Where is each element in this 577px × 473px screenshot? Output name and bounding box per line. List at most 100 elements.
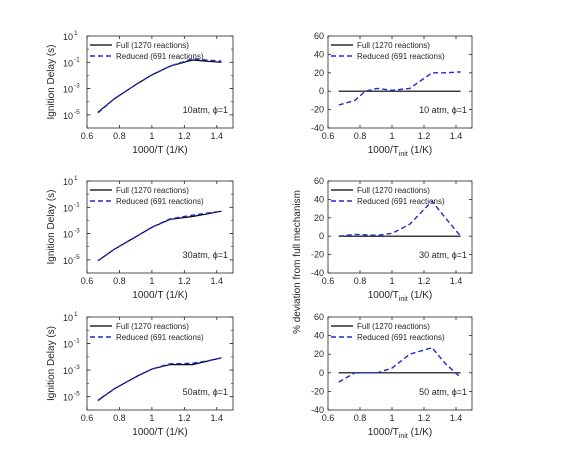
x-tick-label: 0.6 xyxy=(81,131,94,141)
x-axis-label-main: 1000/T xyxy=(368,427,399,438)
y-tick-exponent: -1 xyxy=(74,201,80,208)
y-tick-label: 10 xyxy=(63,313,73,323)
x-tick-label: 0.8 xyxy=(354,413,367,423)
y-tick-label: -20 xyxy=(311,386,324,396)
y-tick-exponent: -3 xyxy=(74,83,80,90)
x-tick-label: 0.8 xyxy=(113,131,126,141)
y-tick-label: 20 xyxy=(314,349,324,359)
x-tick-label: 1 xyxy=(149,413,154,423)
annotation-phi: ϕ=1 xyxy=(452,105,467,115)
panel-dev-30atm: 0.6 0.8 1 1.2 1.4 -40 -20 0 20 40 60 Full (1270 rea… xyxy=(311,176,473,303)
y-tick-exponent: 1 xyxy=(74,30,78,37)
x-axis-label: 1000/T (1/K) xyxy=(132,290,187,301)
y-tick-label: 10 xyxy=(63,366,73,376)
y-tick-exponent: 1 xyxy=(74,311,78,318)
x-tick-label: 0.6 xyxy=(322,276,335,286)
legend-label: Reduced (691 reactions) xyxy=(357,52,445,61)
x-tick-label: 1.2 xyxy=(178,131,191,141)
y-tick-exponent: 1 xyxy=(74,175,78,182)
legend-label: Full (1270 reactions) xyxy=(357,322,430,331)
y-tick-exponent: -3 xyxy=(74,228,80,235)
plot-area xyxy=(327,316,473,411)
x-axis-label-unit: (1/K) xyxy=(408,290,432,301)
y-tick-label: 60 xyxy=(314,176,324,186)
x-tick-label: 1.2 xyxy=(418,413,431,423)
panel-annotation: 30 atm, ϕ=1 xyxy=(419,250,467,260)
annotation-text: 30atm, xyxy=(183,250,213,260)
y-tick-exponent: -5 xyxy=(74,254,80,261)
y-tick-label: -20 xyxy=(311,250,324,260)
plot-area xyxy=(86,35,234,129)
y-tick-label: -20 xyxy=(311,105,324,115)
annotation-text: 50 atm, xyxy=(419,387,452,397)
x-axis-label-subscript: init xyxy=(399,151,408,158)
y-tick-label: 10 xyxy=(63,58,73,68)
annotation-phi: ϕ=1 xyxy=(213,387,228,397)
series-reduced-line xyxy=(338,200,462,237)
x-tick-label: 1.2 xyxy=(178,276,191,286)
y-tick-exponent: -5 xyxy=(74,391,80,398)
x-axis-label: 1000/T (1/K) xyxy=(132,145,187,156)
x-tick-label: 0.8 xyxy=(113,413,126,423)
panel-annotation: 10atm, ϕ=1 xyxy=(183,105,228,115)
annotation-text: 10atm, xyxy=(183,105,213,115)
y-tick-label: 40 xyxy=(314,49,324,59)
y-tick-label: 20 xyxy=(314,68,324,78)
annotation-text: 30 atm, xyxy=(419,250,452,260)
legend-label: Reduced (691 reactions) xyxy=(357,197,445,206)
x-tick-label: 0.8 xyxy=(354,276,367,286)
plot-area xyxy=(327,180,473,274)
y-tick-label: 20 xyxy=(314,213,324,223)
panel-annotation: 30atm, ϕ=1 xyxy=(183,250,228,260)
panel-annotation: 10 atm, ϕ=1 xyxy=(419,105,467,115)
plot-area xyxy=(327,35,473,129)
series-reduced-line xyxy=(97,58,222,114)
y-tick-exponent: -3 xyxy=(74,364,80,371)
x-tick-label: 1 xyxy=(149,276,154,286)
series-reduced-line xyxy=(97,210,222,262)
legend-label: Full (1270 reactions) xyxy=(116,186,189,195)
y-tick-label: 10 xyxy=(63,111,73,121)
x-tick-label: 1 xyxy=(389,276,394,286)
y-tick-label: 10 xyxy=(63,85,73,95)
y-tick-label: 40 xyxy=(314,331,324,341)
legend-label: Reduced (691 reactions) xyxy=(116,52,204,61)
x-tick-label: 1.4 xyxy=(211,131,224,141)
series-reduced-line xyxy=(97,357,222,402)
x-tick-label: 0.6 xyxy=(322,413,335,423)
x-tick-label: 0.8 xyxy=(113,276,126,286)
x-axis-label: 1000/T (1/K) xyxy=(132,427,187,438)
y-tick-exponent: -1 xyxy=(74,56,80,63)
y-tick-exponent: -5 xyxy=(74,109,80,116)
y-tick-label: 0 xyxy=(319,86,324,96)
x-tick-label: 1.4 xyxy=(211,276,224,286)
x-tick-label: 1.4 xyxy=(450,413,463,423)
x-axis-label-subscript: init xyxy=(399,433,408,440)
x-axis-label-main: 1000/T xyxy=(368,145,399,156)
legend-label: Reduced (691 reactions) xyxy=(116,197,204,206)
y-axis-label: Ignition Delay (s) xyxy=(46,44,57,119)
y-tick-label: 10 xyxy=(63,32,73,42)
x-axis-label: 1000/Tinit (1/K) xyxy=(368,145,433,158)
x-tick-label: 1.2 xyxy=(418,276,431,286)
x-tick-label: 0.6 xyxy=(81,276,94,286)
annotation-text: 50atm, xyxy=(183,387,213,397)
y-tick-label: 0 xyxy=(319,231,324,241)
panel-annotation: 50atm, ϕ=1 xyxy=(183,387,228,397)
y-tick-label: 60 xyxy=(314,312,324,322)
x-tick-label: 1.2 xyxy=(418,131,431,141)
x-axis-label-subscript: init xyxy=(399,296,408,303)
y-tick-label: 10 xyxy=(63,177,73,187)
x-tick-label: 0.6 xyxy=(81,413,94,423)
y-tick-label: 10 xyxy=(63,393,73,403)
x-tick-label: 0.6 xyxy=(322,131,335,141)
y-axis-label: Ignition Delay (s) xyxy=(46,189,57,264)
plot-area xyxy=(86,180,234,274)
y-tick-label: 60 xyxy=(314,31,324,41)
y-tick-label: -40 xyxy=(311,405,324,415)
x-tick-label: 1 xyxy=(389,413,394,423)
y-tick-label: 10 xyxy=(63,230,73,240)
annotation-text: 10 atm, xyxy=(419,105,452,115)
